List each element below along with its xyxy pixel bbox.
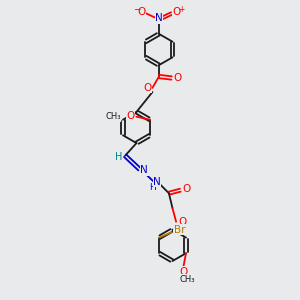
- Text: N: N: [155, 13, 163, 23]
- Text: H: H: [115, 152, 122, 162]
- Text: CH₃: CH₃: [179, 275, 195, 284]
- Text: O: O: [143, 83, 151, 93]
- Text: −: −: [133, 4, 140, 14]
- Text: O: O: [182, 184, 190, 194]
- Text: O: O: [173, 73, 182, 83]
- Text: H: H: [149, 183, 156, 192]
- Text: +: +: [178, 4, 184, 14]
- Text: N: N: [140, 165, 148, 176]
- Text: O: O: [179, 267, 188, 277]
- Text: N: N: [153, 177, 161, 187]
- Text: Br: Br: [174, 225, 185, 235]
- Text: O: O: [178, 217, 186, 227]
- Text: O: O: [172, 7, 181, 17]
- Text: O: O: [137, 7, 146, 17]
- Text: O: O: [126, 111, 135, 121]
- Text: CH₃: CH₃: [105, 112, 121, 121]
